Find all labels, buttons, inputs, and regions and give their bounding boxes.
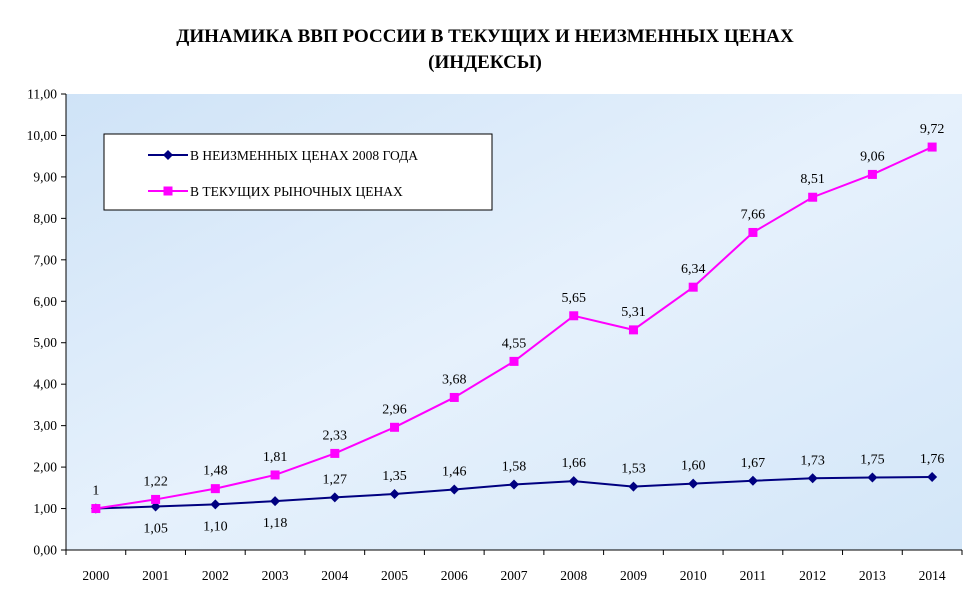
data-label: 6,34	[681, 262, 706, 277]
data-label: 5,65	[561, 291, 586, 306]
x-tick-label: 2003	[262, 568, 289, 583]
legend: В НЕИЗМЕННЫХ ЦЕНАХ 2008 ГОДА В ТЕКУЩИХ Р…	[103, 133, 493, 211]
data-point-diamond	[449, 484, 460, 495]
data-point-diamond	[628, 481, 639, 492]
y-tick-label: 4,00	[33, 377, 57, 392]
data-point-square	[270, 470, 280, 480]
x-tick-label: 2006	[441, 568, 468, 583]
series-layer	[90, 142, 938, 514]
data-point-diamond	[509, 479, 519, 490]
data-label: 1,48	[203, 464, 228, 479]
axes: 0,00 1,00 2,00 3,00 4,00 5,00 6,00 7,00 8,00 9,00…	[27, 87, 963, 583]
data-point-square	[808, 192, 818, 202]
data-point-diamond	[747, 475, 758, 486]
data-label: 1,10	[203, 519, 228, 534]
data-point-square	[91, 504, 101, 514]
x-tick-label: 2001	[142, 568, 169, 583]
data-point-diamond	[927, 472, 938, 483]
data-label: 1,75	[860, 452, 885, 467]
x-tick-label: 2008	[560, 568, 587, 583]
data-label: 1,46	[442, 464, 467, 479]
data-label: 1,73	[800, 453, 825, 468]
x-tick-label: 2004	[321, 568, 348, 583]
data-point-diamond	[867, 472, 878, 483]
data-point-square	[390, 422, 400, 432]
legend-marker-square-icon	[163, 186, 173, 196]
data-label: 1,18	[263, 516, 288, 531]
data-point-diamond	[210, 499, 221, 510]
data-labels: 1,05 1,10 1,18 1,27 1,35 1,46 1,58 1,66 1,53 1,60…	[92, 122, 944, 536]
data-label: 2,96	[382, 402, 407, 417]
data-label: 9,06	[860, 149, 885, 164]
legend-marker-diamond-icon	[163, 150, 173, 160]
chart-title: ДИНАМИКА ВВП РОССИИ В ТЕКУЩИХ И НЕИЗМЕНН…	[176, 26, 794, 47]
data-point-square	[151, 494, 161, 504]
y-tick-label: 6,00	[33, 294, 57, 309]
legend-box	[103, 133, 493, 211]
data-label: 1,22	[143, 474, 168, 489]
legend-label-current: В ТЕКУЩИХ РЫНОЧНЫХ ЦЕНАХ	[190, 184, 403, 199]
data-label: 1,81	[263, 450, 288, 465]
data-label: 2,33	[323, 428, 348, 443]
data-point-square	[330, 448, 340, 458]
y-tick-label: 11,00	[27, 87, 57, 102]
data-label: 5,31	[621, 305, 646, 320]
data-label: 1,76	[920, 452, 945, 467]
data-point-square	[569, 311, 579, 321]
y-tick-label: 2,00	[33, 460, 57, 475]
data-label: 7,66	[741, 207, 766, 222]
data-point-diamond	[389, 489, 400, 500]
data-point-square	[210, 484, 220, 494]
data-point-square	[628, 325, 638, 335]
data-label: 9,72	[920, 122, 945, 137]
data-point-diamond	[807, 473, 818, 484]
data-label: 1,35	[382, 469, 407, 484]
data-point-diamond	[270, 496, 281, 507]
y-tick-label: 8,00	[33, 211, 57, 226]
x-tick-label: 2014	[919, 568, 946, 583]
data-point-diamond	[329, 492, 340, 503]
x-tick-label: 2005	[381, 568, 408, 583]
data-point-diamond	[150, 501, 161, 512]
data-label: 1,67	[741, 456, 766, 471]
y-tick-label: 1,00	[33, 501, 57, 516]
x-tick-label: 2010	[680, 568, 707, 583]
data-point-square	[748, 227, 758, 237]
data-point-square	[927, 142, 937, 152]
data-label: 1,58	[502, 460, 527, 475]
x-tick-label: 2012	[799, 568, 826, 583]
data-point-square	[688, 282, 698, 292]
data-point-square	[867, 169, 877, 179]
x-tick-label: 2002	[202, 568, 229, 583]
data-label: 1,05	[143, 521, 168, 536]
data-label: 4,55	[502, 336, 527, 351]
x-tick-label: 2000	[82, 568, 109, 583]
data-point-square	[509, 356, 519, 366]
data-label: 1,53	[621, 462, 646, 477]
y-tick-label: 10,00	[27, 128, 58, 143]
x-tick-label: 2013	[859, 568, 886, 583]
data-label: 3,68	[442, 372, 467, 387]
chart-subtitle: (ИНДЕКСЫ)	[428, 52, 542, 73]
y-tick-label: 9,00	[33, 169, 57, 184]
data-label: 1,27	[323, 472, 348, 487]
data-point-diamond	[568, 476, 579, 487]
x-tick-label: 2009	[620, 568, 647, 583]
data-label: 8,51	[800, 172, 825, 187]
y-tick-label: 5,00	[33, 335, 57, 350]
data-label: 1	[92, 484, 99, 499]
y-tick-label: 3,00	[33, 418, 57, 433]
legend-label-constant: В НЕИЗМЕННЫХ ЦЕНАХ 2008 ГОДА	[190, 148, 418, 163]
data-label: 1,60	[681, 459, 706, 474]
x-tick-label: 2007	[501, 568, 528, 583]
data-label: 1,66	[561, 456, 586, 471]
data-point-square	[449, 392, 459, 402]
x-tick-label: 2011	[740, 568, 767, 583]
y-tick-label: 0,00	[33, 543, 57, 558]
data-point-diamond	[688, 478, 699, 489]
y-tick-label: 7,00	[33, 252, 57, 267]
